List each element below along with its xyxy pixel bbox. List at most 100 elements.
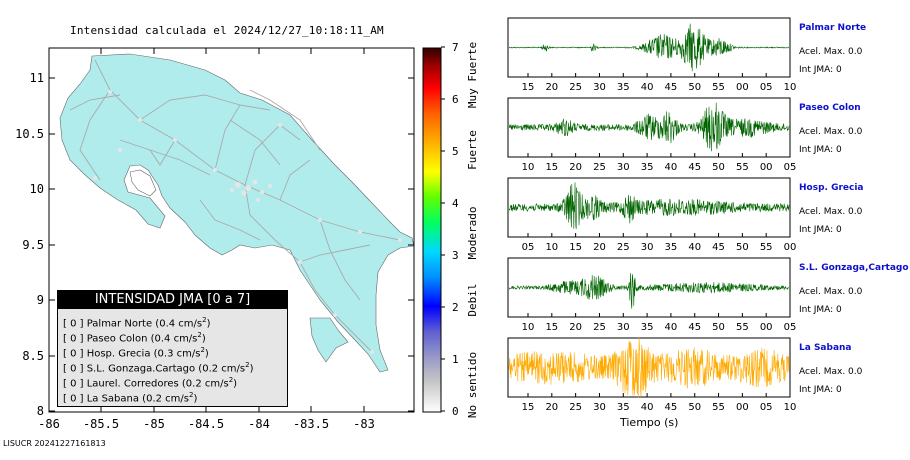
map-y-tick-label: 9.5 xyxy=(22,238,44,252)
waveform-trace xyxy=(508,23,789,72)
legend-item-close: ) xyxy=(193,393,198,405)
waveform-tick-label: 45 xyxy=(688,162,701,173)
waveform-tick-label: 50 xyxy=(688,82,701,93)
station-name: Paseo Colon xyxy=(799,103,861,113)
legend-item: [ 0 ] Palmar Norte (0.4 cm/s2) xyxy=(63,313,287,330)
waveform-tick-label: 35 xyxy=(665,242,678,253)
colorbar-class-label: Moderado xyxy=(466,207,479,260)
map-frame xyxy=(48,47,415,413)
waveform-tick-label: 50 xyxy=(712,162,725,173)
legend-item-exponent: 2 xyxy=(200,346,205,354)
legend-item-close: ) xyxy=(233,378,238,390)
waveform-trace xyxy=(508,336,790,398)
waveform-tick-label: 00 xyxy=(736,402,749,413)
waveform-tick-label: 05 xyxy=(522,242,535,253)
legend-item: [ 0 ] S.L. Gonzaga.Cartago (0.2 cm/s2) xyxy=(63,358,287,374)
waveform-tick-label: 15 xyxy=(545,322,558,333)
map-x-tick-label: -83 xyxy=(353,417,375,431)
waveform-tick-label: 35 xyxy=(617,402,630,413)
station-int: Int JMA: 0 xyxy=(799,385,842,395)
legend-item-close: ) xyxy=(201,333,206,345)
map-y-tick-label: 9 xyxy=(37,293,44,307)
waveform-tick-label: 25 xyxy=(593,162,606,173)
colorbar-tick-label: 3 xyxy=(452,249,459,262)
waveform-tick-label: 20 xyxy=(569,162,582,173)
colorbar-tick-label: 5 xyxy=(452,145,459,158)
colorbar-class-label: No sentido xyxy=(466,352,479,418)
waveform-tick-label: 40 xyxy=(641,402,654,413)
waveform-tick-label: 55 xyxy=(736,322,749,333)
waveform-tick-label: 20 xyxy=(593,242,606,253)
legend-item: [ 0 ] Hosp. Grecia (0.3 cm/s2) xyxy=(63,343,287,360)
map-y-tick-label: 8 xyxy=(37,404,44,418)
station-int: Int JMA: 0 xyxy=(799,305,842,315)
waveform-tick-label: 50 xyxy=(712,322,725,333)
colorbar-class-label: Fuerte xyxy=(466,130,479,170)
osa-peninsula xyxy=(309,317,349,363)
waveform-tick-label: 10 xyxy=(545,242,558,253)
waveform-tick-label: 25 xyxy=(617,242,630,253)
waveform-tick-label: 10 xyxy=(522,322,535,333)
station-int: Int JMA: 0 xyxy=(799,65,842,75)
legend-item-close: ) xyxy=(206,318,211,330)
waveform-tick-label: 35 xyxy=(617,82,630,93)
station-acel: Acel. Max. 0.0 xyxy=(799,367,863,377)
waveform-tick-label: 10 xyxy=(784,82,797,93)
waveform-tick-label: 40 xyxy=(665,322,678,333)
legend-item-text: [ 0 ] Paseo Colon (0.4 cm/s xyxy=(63,333,198,345)
map-x-tick-label: -85 xyxy=(143,417,165,431)
colorbar-tick-label: 0 xyxy=(452,405,459,418)
legend-item-exponent: 2 xyxy=(202,316,207,324)
waveform-tick-label: 45 xyxy=(712,242,725,253)
waveform-tick-label: 15 xyxy=(522,82,535,93)
colorbar-class-label: Muy Fuerte xyxy=(466,42,479,108)
colorbar-class-label: Debil xyxy=(466,283,479,316)
map-y-tick-label: 11 xyxy=(30,71,44,85)
station-name: Palmar Norte xyxy=(799,23,867,33)
waveform-tick-label: 35 xyxy=(641,322,654,333)
map-x-tick-label: -84.5 xyxy=(188,417,224,431)
waveform-tick-label: 25 xyxy=(569,402,582,413)
colorbar-tick-label: 4 xyxy=(452,197,459,210)
waveform-tick-label: 20 xyxy=(545,402,558,413)
waveform-tick-label: 45 xyxy=(665,402,678,413)
station-acel: Acel. Max. 0.0 xyxy=(799,47,863,57)
waveform-tick-label: 45 xyxy=(688,322,701,333)
footer-id: LISUCR 20241227161813 xyxy=(3,439,106,448)
waveform-tick-label: 05 xyxy=(760,402,773,413)
legend-item-exponent: 2 xyxy=(188,391,194,399)
waveform-tick-label: 00 xyxy=(760,162,773,173)
map-y-tick-label: 8.5 xyxy=(22,349,44,363)
waveform-tick-label: 55 xyxy=(736,162,749,173)
gulf-of-nicoya-water xyxy=(129,169,157,197)
waveform-tick-label: 40 xyxy=(665,162,678,173)
waveform-frame xyxy=(507,337,791,398)
waveform-tick-label: 05 xyxy=(784,322,797,333)
waveform-tick-label: 55 xyxy=(712,402,725,413)
station-name: La Sabana xyxy=(799,343,852,353)
legend-item-exponent: 2 xyxy=(197,331,202,339)
waveform-tick-label: 15 xyxy=(522,402,535,413)
waveform-trace xyxy=(508,272,790,309)
waveform-tick-label: 50 xyxy=(736,242,749,253)
station-acel: Acel. Max. 0.0 xyxy=(799,207,863,217)
colorbar xyxy=(422,47,442,413)
waveform-tick-label: 30 xyxy=(593,82,606,93)
legend-item-text: [ 0 ] Palmar Norte (0.4 cm/s xyxy=(63,318,203,330)
map-y-tick-label: 10.5 xyxy=(15,127,44,141)
waveform-tick-label: 25 xyxy=(593,322,606,333)
waveform-tick-label: 25 xyxy=(569,82,582,93)
station-int: Int JMA: 0 xyxy=(799,225,842,235)
legend-item-close: ) xyxy=(204,348,209,360)
waveform-trace xyxy=(508,102,790,152)
map-x-tick-label: -84 xyxy=(248,417,270,431)
colorbar-tick-label: 7 xyxy=(452,41,459,54)
legend-item: [ 0 ] Laurel. Corredores (0.2 cm/s2) xyxy=(63,373,287,390)
colorbar-tick-label: 2 xyxy=(452,301,459,314)
map-x-tick-label: -83.5 xyxy=(293,417,329,431)
time-axis-label: Tiempo (s) xyxy=(620,416,679,429)
waveform-tick-label: 20 xyxy=(545,82,558,93)
waveform-tick-label: 30 xyxy=(593,402,606,413)
legend-item: [ 0 ] Paseo Colon (0.4 cm/s2) xyxy=(63,328,287,345)
